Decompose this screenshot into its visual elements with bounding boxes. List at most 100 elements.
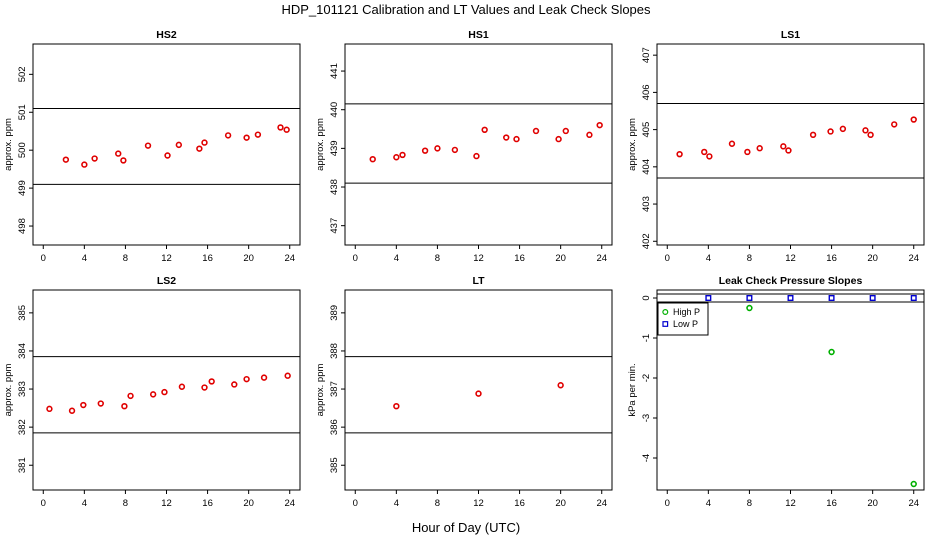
panels: HS2 approx. ppm 0 4 8 12 16 20 24 498 499 500 501 502… <box>3 29 925 509</box>
panel-ls2: LS2 approx. ppm 0 4 8 12 16 20 24 381 382 383 384 385 <box>3 275 301 509</box>
data-point <box>910 480 917 488</box>
data-point <box>828 295 835 302</box>
data-point <box>208 378 215 385</box>
data-point <box>451 146 459 154</box>
data-point <box>277 124 284 131</box>
data-point <box>284 372 291 379</box>
panel-hs2: HS2 approx. ppm 0 4 8 12 16 20 24 498 499 500 501 502 <box>3 29 301 264</box>
panel-leak: Leak Check Pressure Slopes kPa per min. 0 4… <box>627 275 925 509</box>
data-point <box>746 304 753 312</box>
data-point <box>97 400 104 407</box>
x-tick-label: 12 <box>161 253 172 264</box>
data-point <box>891 121 898 128</box>
data-point <box>839 125 847 133</box>
data-point <box>127 392 134 400</box>
x-tick-label: 24 <box>284 253 295 264</box>
data-point <box>144 142 152 149</box>
panel-title: HS2 <box>156 29 177 41</box>
x-tick-label: 8 <box>435 253 440 264</box>
data-point <box>557 382 564 389</box>
x-tick-label: 12 <box>473 498 484 509</box>
x-tick-label: 0 <box>665 253 670 264</box>
data-point <box>869 295 876 302</box>
data-point <box>243 134 250 141</box>
y-tick-label: 439 <box>329 140 340 156</box>
y-tick-label: 389 <box>329 305 340 321</box>
data-point <box>369 155 376 163</box>
data-point <box>910 295 917 302</box>
y-tick-label: 385 <box>329 457 340 473</box>
y-tick-label: 0 <box>641 295 652 300</box>
y-axis-label: approx. ppm <box>3 364 14 417</box>
data-point <box>399 151 406 159</box>
x-tick-label: 12 <box>161 498 172 509</box>
plot-frame <box>344 289 613 491</box>
x-tick-label: 20 <box>555 498 566 509</box>
data-point <box>744 148 751 156</box>
y-tick-label: 381 <box>17 457 28 473</box>
data-point <box>231 381 238 388</box>
data-point <box>706 153 713 160</box>
data-point <box>862 127 869 134</box>
x-tick-label: 16 <box>202 498 213 509</box>
x-tick-label: 24 <box>908 498 919 509</box>
data-point <box>115 150 122 157</box>
data-point <box>780 143 787 150</box>
data-point <box>80 401 87 409</box>
legend-marker <box>662 309 669 316</box>
x-tick-label: 4 <box>706 498 711 509</box>
data-point <box>224 132 232 139</box>
data-point <box>68 407 76 414</box>
x-tick-label: 20 <box>555 253 566 264</box>
y-axis-label: approx. ppm <box>627 118 638 171</box>
x-tick-label: 12 <box>473 253 484 264</box>
x-tick-label: 4 <box>82 253 87 264</box>
data-point <box>254 131 262 138</box>
x-tick-label: 20 <box>243 498 254 509</box>
data-point <box>867 131 874 139</box>
data-point <box>175 141 183 149</box>
x-tick-label: 0 <box>353 498 358 509</box>
y-tick-label: 405 <box>641 122 652 138</box>
x-tick-label: 24 <box>284 498 295 509</box>
data-point <box>473 152 480 160</box>
data-point <box>178 383 186 390</box>
x-tick-label: 16 <box>826 253 837 264</box>
legend-label: Low P <box>673 319 698 329</box>
y-tick-label: 388 <box>329 343 340 359</box>
data-point <box>164 152 171 159</box>
plot-frame <box>32 43 301 246</box>
data-point <box>120 157 127 164</box>
y-tick-label: 404 <box>641 159 652 175</box>
y-tick-label: 407 <box>641 47 652 63</box>
y-tick-label: 500 <box>17 142 28 158</box>
x-tick-label: 0 <box>665 498 670 509</box>
panel-lt: LT approx. ppm 0 4 8 12 16 20 24 385 386 387 388 389 <box>315 275 613 509</box>
data-point <box>121 402 128 410</box>
data-point <box>827 128 834 135</box>
y-tick-label: 383 <box>17 381 28 397</box>
data-point <box>586 131 593 139</box>
x-tick-label: 8 <box>747 253 752 264</box>
y-tick-label: 402 <box>641 233 652 249</box>
y-axis-label: kPa per min. <box>627 363 638 416</box>
x-tick-label: 0 <box>353 253 358 264</box>
figure-title: HDP_101121 Calibration and LT Values and… <box>281 2 651 17</box>
y-tick-label: 501 <box>17 104 28 120</box>
data-point <box>787 295 794 302</box>
panel-title: LS2 <box>157 275 176 287</box>
y-tick-label: 386 <box>329 419 340 435</box>
data-point <box>196 145 203 152</box>
y-tick-label: -3 <box>641 414 652 422</box>
data-point <box>243 375 250 383</box>
data-point <box>555 135 562 143</box>
panel-ls1: LS1 approx. ppm 0 4 8 12 16 20 24 402 403 404 405 406… <box>627 29 925 264</box>
data-point <box>393 154 400 161</box>
plot-frame <box>344 43 613 246</box>
legend-marker <box>662 321 669 327</box>
x-tick-label: 24 <box>908 253 919 264</box>
data-point <box>481 126 488 134</box>
x-tick-label: 20 <box>243 253 254 264</box>
y-tick-label: 406 <box>641 84 652 100</box>
data-point <box>260 374 268 381</box>
